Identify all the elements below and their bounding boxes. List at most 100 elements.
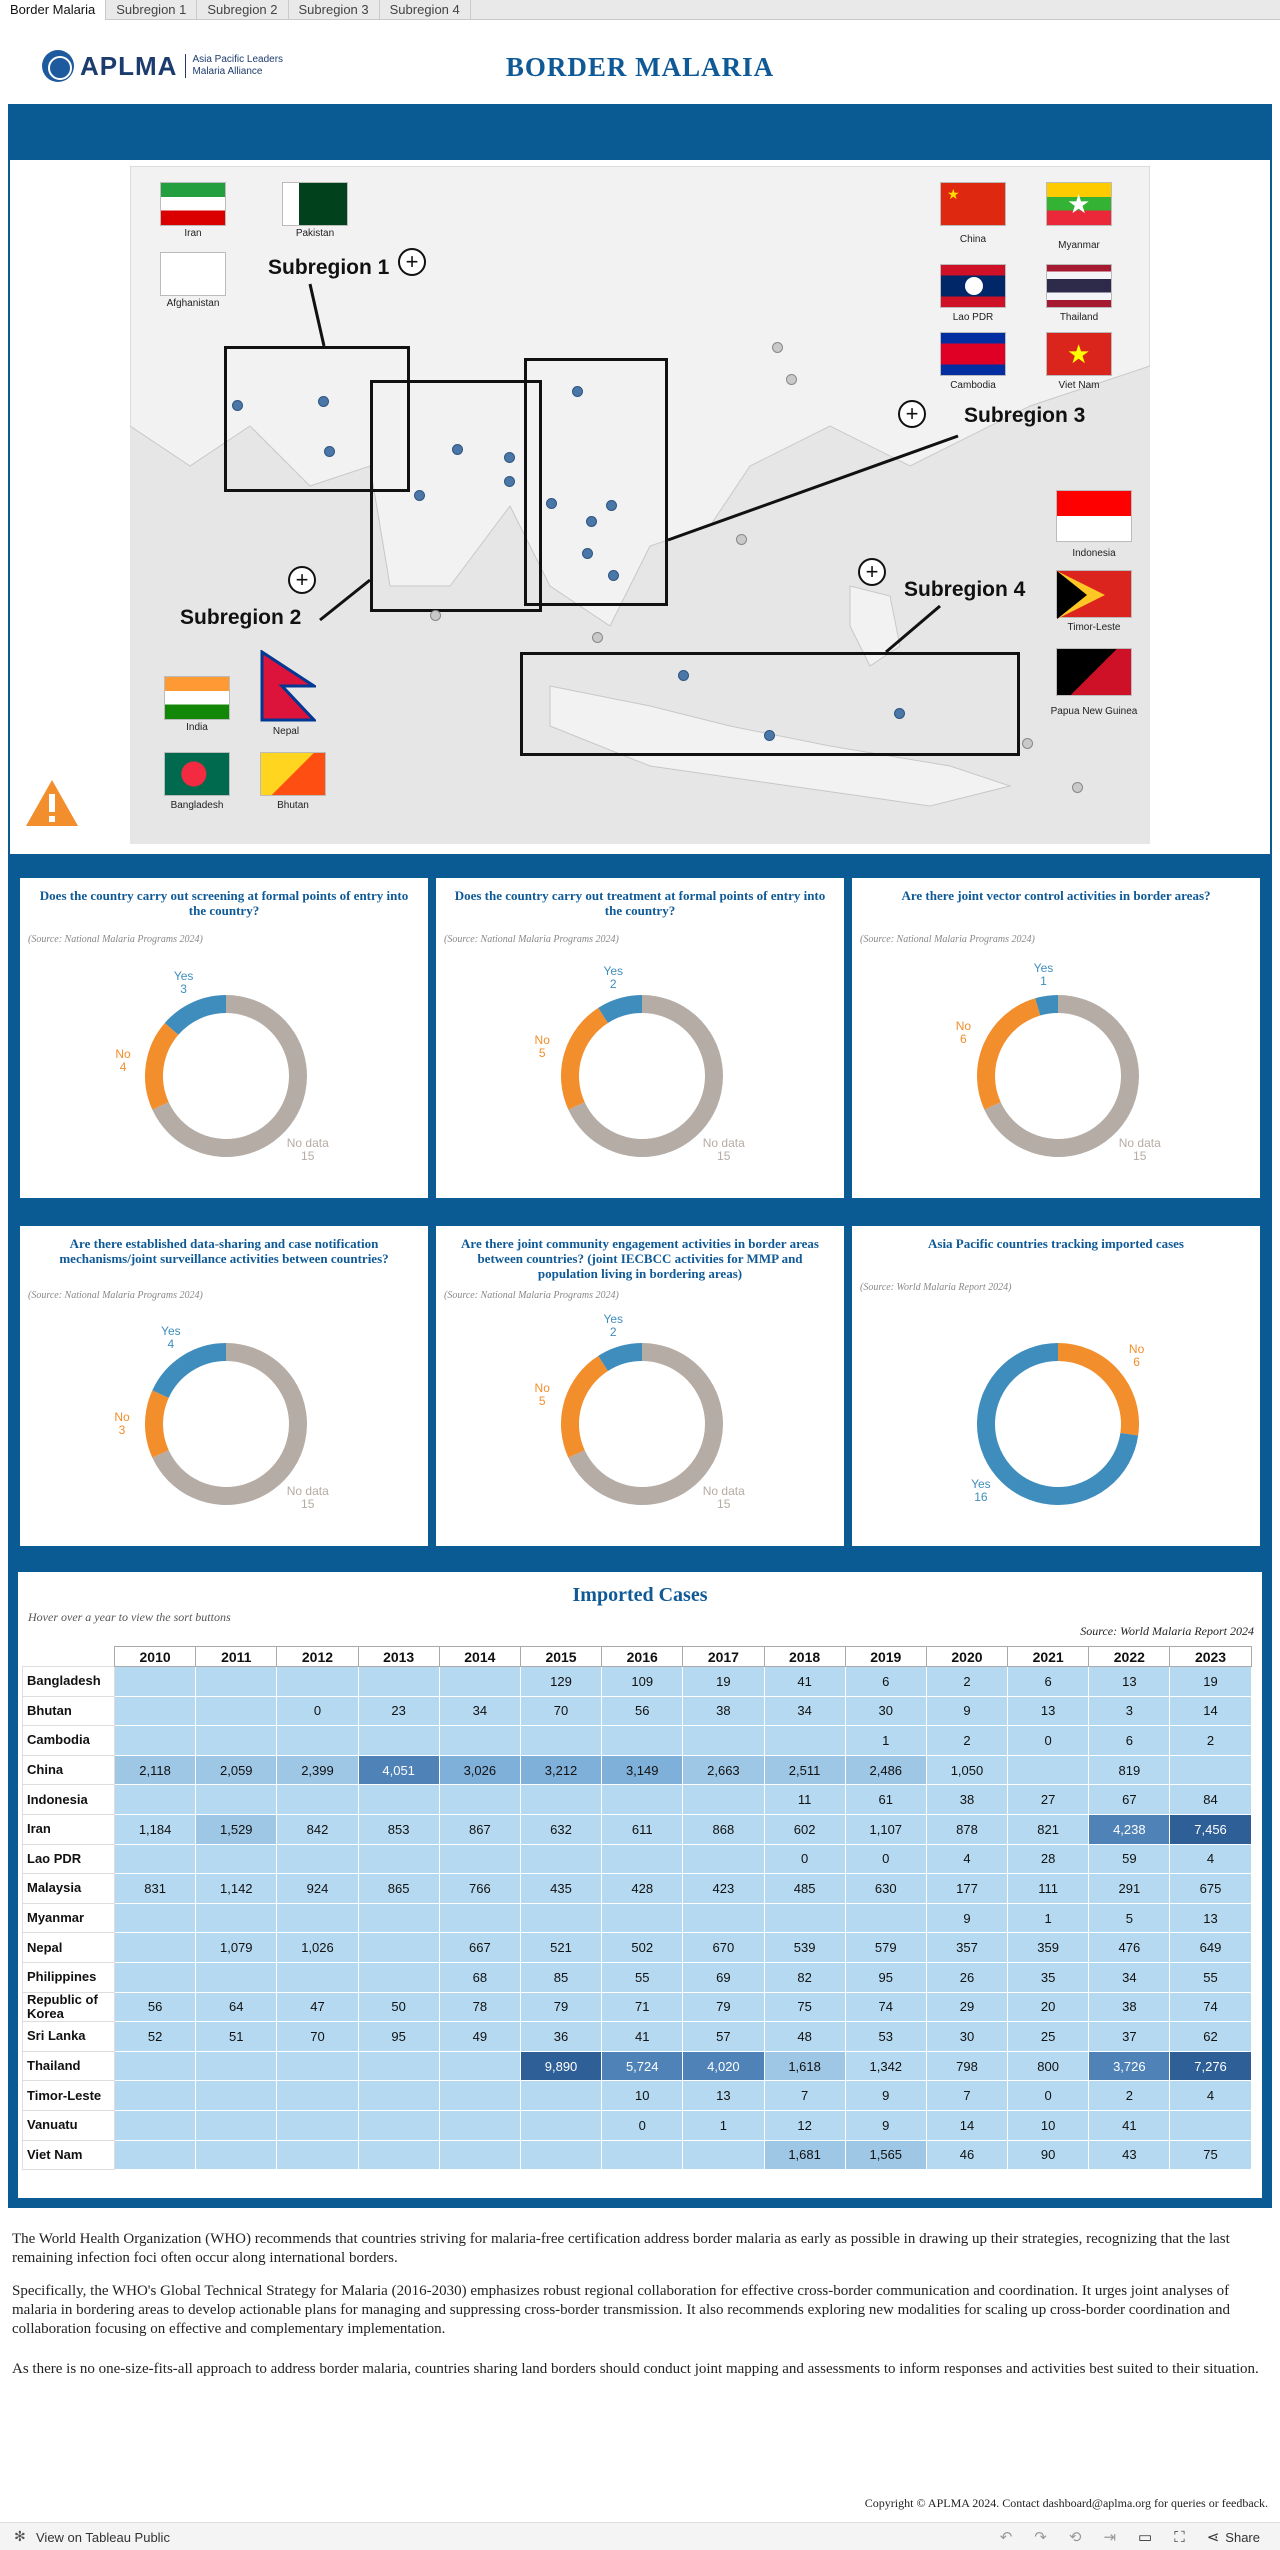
view-on-tableau-link[interactable]: View on Tableau Public xyxy=(36,2530,170,2545)
case-cell[interactable]: 34 xyxy=(763,1695,846,1727)
case-cell[interactable]: 632 xyxy=(519,1813,603,1845)
case-cell[interactable]: 485 xyxy=(763,1873,846,1904)
case-cell[interactable]: 539 xyxy=(763,1932,846,1963)
case-cell[interactable]: 49 xyxy=(438,2021,521,2052)
case-cell[interactable]: 38 xyxy=(682,1695,765,1727)
case-cell[interactable] xyxy=(276,2109,359,2141)
case-cell[interactable]: 62 xyxy=(1169,2021,1252,2052)
case-cell[interactable]: 90 xyxy=(1007,2139,1090,2171)
case-cell[interactable]: 2,511 xyxy=(763,1754,846,1786)
case-cell[interactable]: 109 xyxy=(601,1666,684,1697)
case-cell[interactable] xyxy=(113,1725,197,1756)
slice-no-data[interactable] xyxy=(984,995,1139,1157)
case-cell[interactable]: 23 xyxy=(357,1695,440,1727)
case-cell[interactable]: 4,020 xyxy=(682,2050,765,2082)
refresh-icon[interactable]: ⇥ xyxy=(1103,2529,1117,2546)
map-point[interactable] xyxy=(736,534,747,545)
cambodia-flag[interactable] xyxy=(940,332,1006,376)
case-cell[interactable]: 4,238 xyxy=(1088,1813,1171,1845)
case-cell[interactable]: 2 xyxy=(1088,2080,1171,2111)
case-cell[interactable]: 38 xyxy=(925,1784,1009,1815)
case-cell[interactable]: 78 xyxy=(438,1991,521,2023)
case-cell[interactable]: 1,079 xyxy=(195,1932,278,1963)
case-cell[interactable]: 10 xyxy=(601,2080,684,2111)
case-cell[interactable] xyxy=(519,2109,603,2141)
india-flag[interactable] xyxy=(164,676,230,720)
case-cell[interactable] xyxy=(438,1902,521,1934)
share-button[interactable]: Share xyxy=(1225,2529,1260,2545)
case-cell[interactable] xyxy=(682,1902,765,1934)
case-cell[interactable]: 7,456 xyxy=(1169,1813,1252,1845)
donut-chart[interactable] xyxy=(852,1226,1260,1546)
case-cell[interactable]: 70 xyxy=(519,1695,603,1727)
map-point[interactable] xyxy=(606,500,617,511)
case-cell[interactable]: 85 xyxy=(519,1961,603,1993)
case-cell[interactable]: 1 xyxy=(844,1725,927,1756)
case-cell[interactable] xyxy=(113,1902,197,1934)
case-cell[interactable]: 428 xyxy=(601,1873,684,1904)
case-cell[interactable]: 630 xyxy=(844,1873,927,1904)
map-point[interactable] xyxy=(546,498,557,509)
case-cell[interactable]: 28 xyxy=(1007,1843,1090,1875)
tab-subregion-4[interactable]: Subregion 4 xyxy=(380,0,471,20)
slice-yes[interactable] xyxy=(1035,995,1059,1016)
case-cell[interactable] xyxy=(195,2139,278,2171)
donut-chart[interactable] xyxy=(20,1226,428,1546)
case-cell[interactable]: 435 xyxy=(519,1873,603,1904)
case-cell[interactable] xyxy=(438,2080,521,2111)
subregion-4-expand-icon[interactable]: + xyxy=(858,558,886,586)
case-cell[interactable]: 7 xyxy=(925,2080,1009,2111)
case-cell[interactable]: 30 xyxy=(844,1695,927,1727)
case-cell[interactable] xyxy=(276,1843,359,1875)
case-cell[interactable]: 502 xyxy=(601,1932,684,1963)
indonesia-flag[interactable] xyxy=(1056,490,1132,542)
case-cell[interactable]: 37 xyxy=(1088,2021,1171,2052)
slice-no-data[interactable] xyxy=(568,1343,723,1505)
iran-flag[interactable] xyxy=(160,182,226,226)
case-cell[interactable] xyxy=(601,1843,684,1875)
year-header[interactable]: 2011 xyxy=(195,1646,278,1667)
subregion-1-box[interactable] xyxy=(224,346,410,492)
case-cell[interactable] xyxy=(113,1961,197,1993)
case-cell[interactable]: 70 xyxy=(276,2021,359,2052)
case-cell[interactable] xyxy=(438,2050,521,2082)
case-cell[interactable]: 74 xyxy=(844,1991,927,2023)
case-cell[interactable] xyxy=(113,2080,197,2111)
case-cell[interactable]: 1 xyxy=(682,2109,765,2141)
case-cell[interactable]: 55 xyxy=(601,1961,684,1993)
case-cell[interactable]: 1,618 xyxy=(763,2050,846,2082)
case-cell[interactable]: 95 xyxy=(844,1961,927,1993)
slice-no[interactable] xyxy=(977,998,1041,1110)
case-cell[interactable]: 3,026 xyxy=(438,1754,521,1786)
map-point[interactable] xyxy=(232,400,243,411)
year-header[interactable]: 2022 xyxy=(1088,1646,1171,1667)
year-header[interactable]: 2017 xyxy=(682,1646,765,1667)
case-cell[interactable]: 64 xyxy=(195,1991,278,2023)
tab-subregion-3[interactable]: Subregion 3 xyxy=(289,0,380,20)
map-point[interactable] xyxy=(608,570,619,581)
tab-border-malaria[interactable]: Border Malaria xyxy=(0,0,107,20)
case-cell[interactable]: 649 xyxy=(1169,1932,1252,1963)
year-header[interactable]: 2012 xyxy=(276,1646,359,1667)
case-cell[interactable]: 831 xyxy=(113,1873,197,1904)
case-cell[interactable] xyxy=(195,1961,278,1993)
subregion-3-box[interactable] xyxy=(524,358,668,606)
map-point[interactable] xyxy=(318,396,329,407)
undo-icon[interactable]: ↶ xyxy=(999,2529,1013,2546)
case-cell[interactable] xyxy=(1007,1754,1090,1786)
case-cell[interactable]: 27 xyxy=(1007,1784,1090,1815)
year-header[interactable]: 2018 xyxy=(763,1646,846,1667)
case-cell[interactable]: 800 xyxy=(1007,2050,1090,2082)
case-cell[interactable] xyxy=(195,1784,278,1815)
case-cell[interactable]: 79 xyxy=(519,1991,603,2023)
case-cell[interactable] xyxy=(682,1843,765,1875)
case-cell[interactable] xyxy=(357,2050,440,2082)
case-cell[interactable]: 4,051 xyxy=(357,1754,440,1786)
case-cell[interactable] xyxy=(357,2080,440,2111)
case-cell[interactable] xyxy=(276,2050,359,2082)
case-cell[interactable] xyxy=(682,1784,765,1815)
case-cell[interactable]: 2,059 xyxy=(195,1754,278,1786)
case-cell[interactable]: 924 xyxy=(276,1873,359,1904)
slice-no-data[interactable] xyxy=(152,1343,307,1505)
case-cell[interactable]: 1,142 xyxy=(195,1873,278,1904)
